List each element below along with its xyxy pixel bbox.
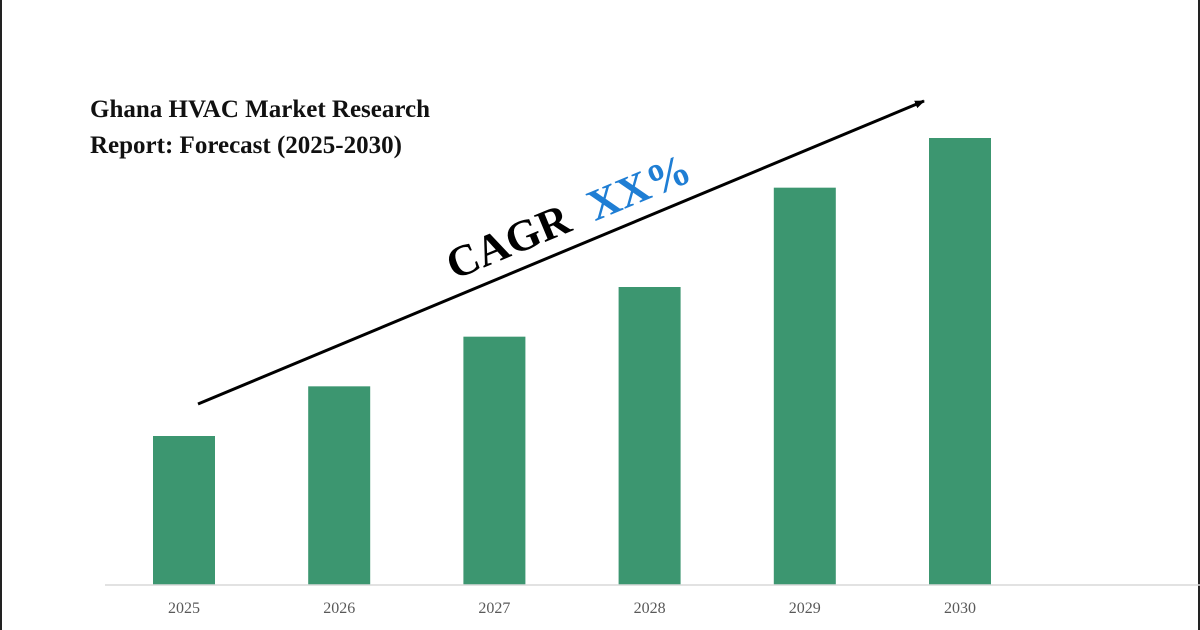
bar-2025 xyxy=(153,436,215,585)
x-tick-label-2030: 2030 xyxy=(944,600,976,617)
bar-2030 xyxy=(929,138,991,585)
chart-title-line-1: Ghana HVAC Market Research xyxy=(90,96,431,123)
x-tick-label-2029: 2029 xyxy=(789,600,821,617)
x-axis-tick-labels: 2025 2026 2027 2028 2029 2030 xyxy=(168,600,976,617)
bar-2028 xyxy=(618,287,681,585)
bar-2029 xyxy=(773,187,836,585)
x-tick-label-2025: 2025 xyxy=(168,600,200,617)
bar-2027 xyxy=(463,336,526,585)
trend-arrow xyxy=(197,99,925,406)
chart-title-line-2: Report: Forecast (2025-2030) xyxy=(90,132,402,159)
chart-title: Ghana HVAC Market Research Report: Forec… xyxy=(90,92,510,164)
bar-2026 xyxy=(308,386,371,585)
cagr-annotation: CAGR XX% xyxy=(439,144,698,289)
x-tick-label-2028: 2028 xyxy=(634,600,666,617)
x-tick-label-2026: 2026 xyxy=(323,600,355,617)
cagr-value: XX% xyxy=(580,144,698,231)
x-tick-label-2027: 2027 xyxy=(478,600,510,617)
bar-series xyxy=(153,138,991,585)
